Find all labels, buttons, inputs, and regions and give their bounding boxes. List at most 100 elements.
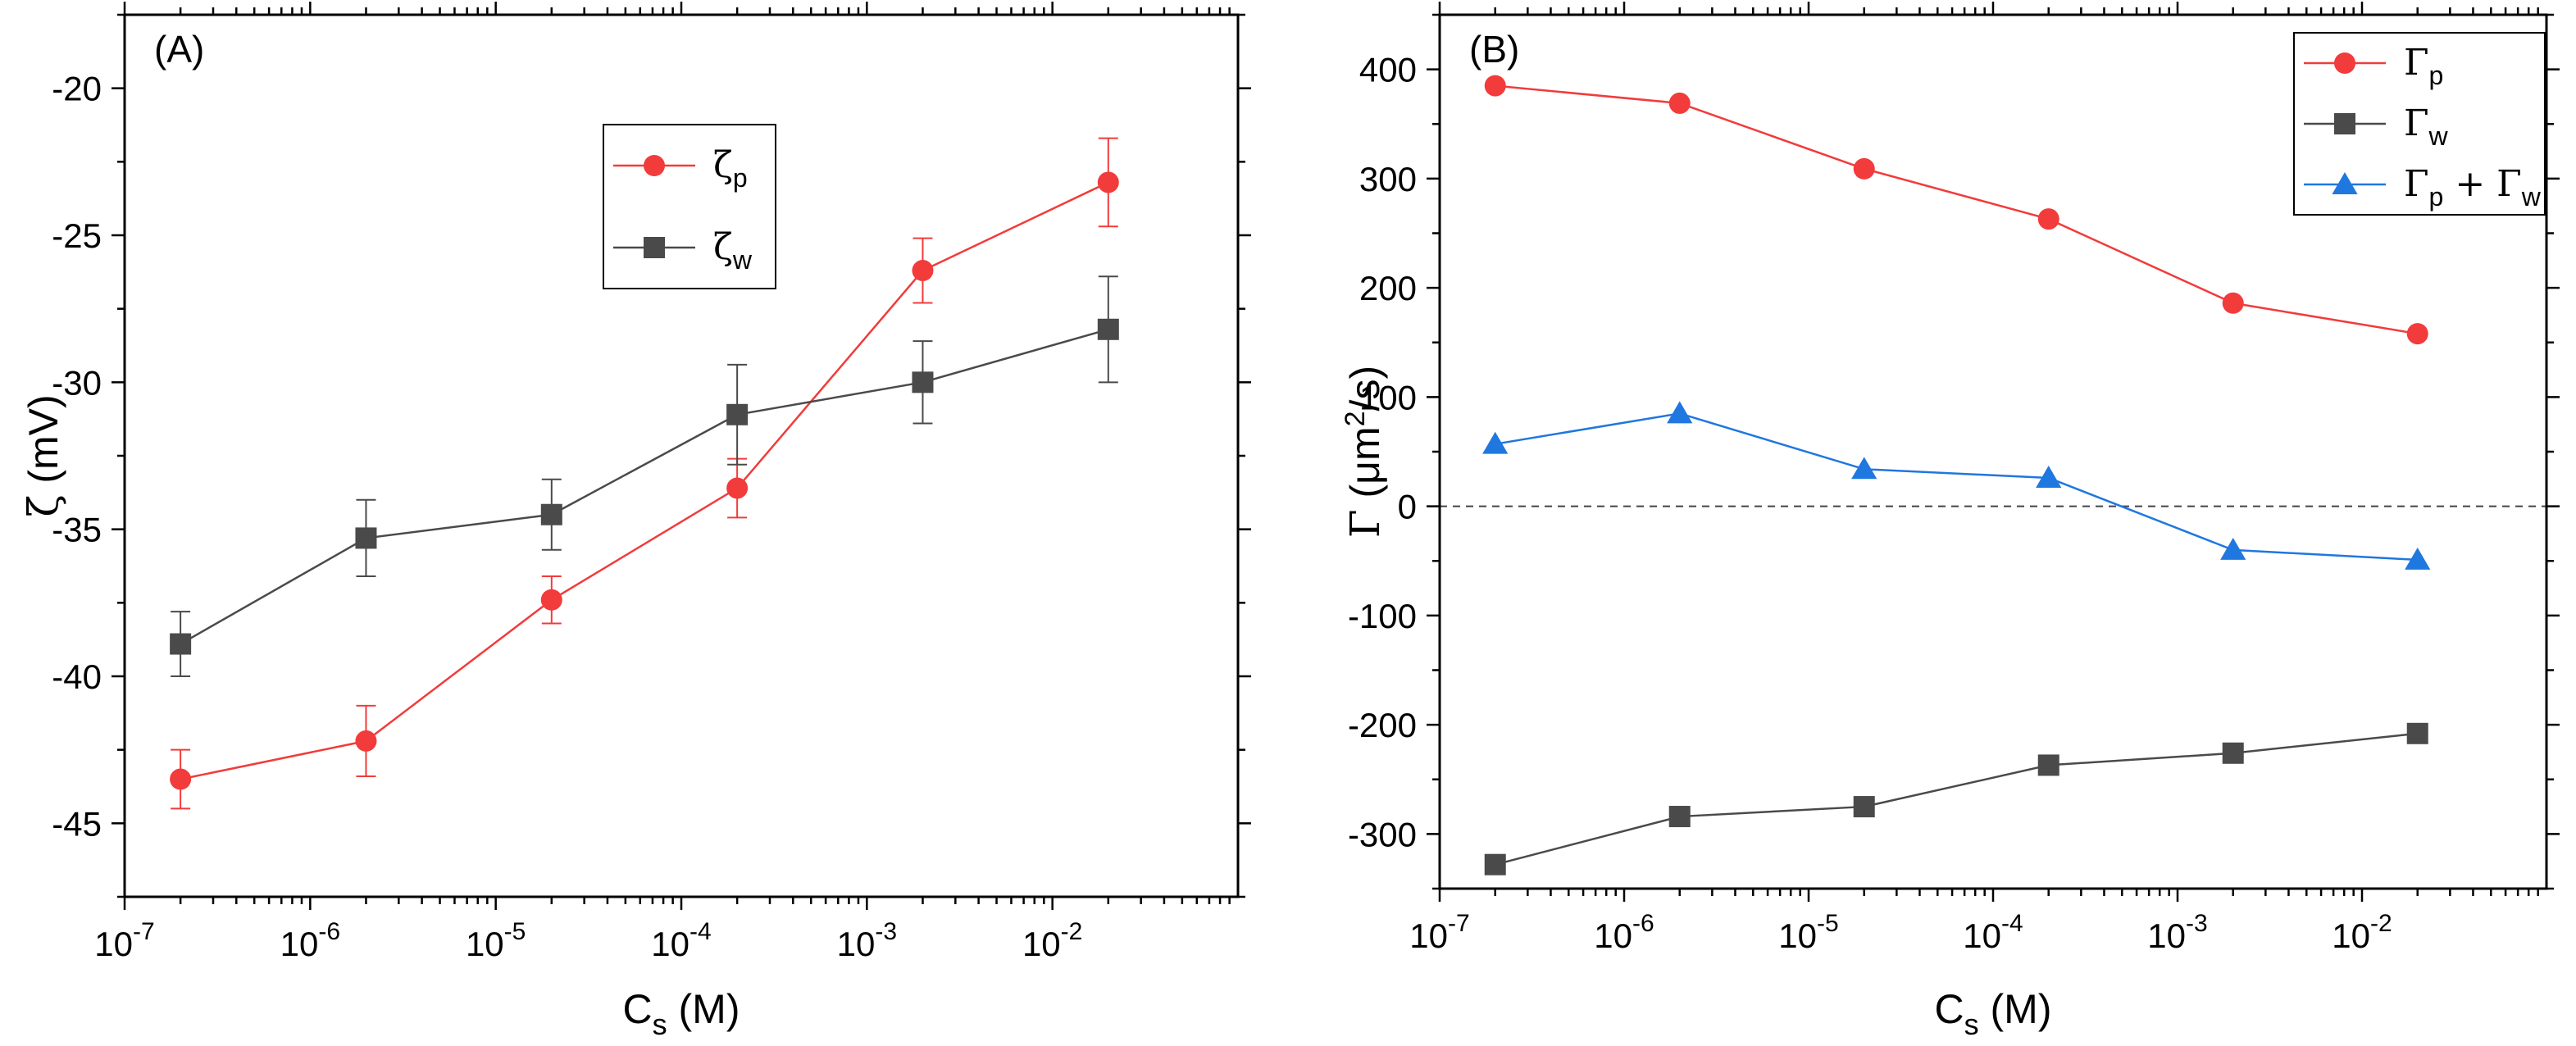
x-tick-label: 10-6 [280, 918, 340, 963]
x-tick-label: 10-4 [651, 918, 711, 963]
data-point [1668, 806, 1691, 828]
legend-marker [2332, 172, 2358, 194]
panel-label: (A) [154, 28, 204, 70]
x-tick-label: 10-7 [94, 918, 154, 963]
legend-base: + Γ [2443, 163, 2521, 205]
x-tick-mantissa: 10 [1594, 916, 1632, 955]
series-line [1495, 412, 2418, 562]
x-tick-label: 10-3 [2147, 910, 2207, 955]
series-ζ_p [170, 137, 1119, 810]
x-tick-exponent: -6 [318, 918, 340, 945]
data-point [170, 633, 192, 655]
x-axis-title-unit: (M) [1979, 986, 2052, 1032]
y-tick-label: 400 [1359, 51, 1417, 89]
x-tick-mantissa: 10 [651, 925, 690, 963]
plot-frame [1438, 13, 2548, 890]
data-point [1851, 457, 1877, 480]
legend-sub: p [2429, 61, 2444, 90]
x-tick-label: 10-5 [1778, 910, 1838, 955]
legend-base: Γ [2404, 102, 2429, 144]
x-tick-mantissa: 10 [1022, 925, 1061, 963]
legend-entry: Γp [2404, 42, 2443, 90]
x-tick-exponent: -7 [133, 918, 155, 945]
legend-base: ζ [713, 144, 733, 186]
data-point [1667, 401, 1693, 424]
data-point [2406, 722, 2428, 744]
x-axis-title: Cs (M) [623, 986, 740, 1041]
x-tick-mantissa: 10 [2147, 916, 2186, 955]
data-point [2036, 466, 2062, 488]
x-tick-exponent: -2 [1061, 918, 1083, 945]
y-tick-label: -100 [1348, 597, 1417, 635]
x-tick-mantissa: 10 [1409, 916, 1448, 955]
x-tick-mantissa: 10 [94, 925, 133, 963]
data-point [2406, 323, 2428, 345]
series-line [1495, 84, 2418, 335]
data-point [355, 730, 377, 752]
y-axis-title: Γ (μm2/s) [1340, 366, 1389, 538]
data-point [726, 477, 749, 499]
legend-base: ζ [713, 226, 733, 268]
x-tick-exponent: -5 [1817, 910, 1839, 937]
series-Γ_w [1484, 722, 2428, 875]
legend-marker [2334, 52, 2355, 74]
y-axis-title-post: /s) [1342, 366, 1388, 412]
y-tick-label: -20 [52, 70, 102, 108]
legend-sub: p [733, 163, 748, 193]
data-point [2222, 742, 2244, 764]
data-point [726, 403, 749, 425]
data-point [1853, 157, 1875, 180]
y-axis-title-unit: (mV) [20, 394, 66, 494]
legend-sub: w [2428, 121, 2449, 151]
legend-entry: ζp [713, 144, 748, 193]
data-point [540, 503, 562, 525]
data-point [540, 589, 562, 611]
y-tick-label: -35 [52, 511, 102, 549]
legend-base: Γ [2404, 42, 2429, 84]
x-tick-exponent: -2 [2370, 910, 2392, 937]
x-axis-title-base: C [1935, 986, 1964, 1032]
data-point [2037, 754, 2059, 776]
data-point [912, 371, 934, 393]
panel-label: (B) [1469, 28, 1519, 70]
series-line [1495, 732, 2418, 866]
data-point [2220, 537, 2246, 560]
legend-base: Γ [2404, 163, 2429, 205]
series-Γ_p [1484, 75, 2428, 345]
y-tick-label: 100 [1359, 378, 1417, 416]
legend-sub: p [2429, 182, 2444, 211]
x-tick-label: 10-5 [466, 918, 526, 963]
x-tick-label: 10-3 [837, 918, 897, 963]
data-point [1484, 75, 1506, 97]
data-point [1668, 92, 1691, 114]
series-Γ_p + Γ_w [1482, 401, 2431, 570]
x-tick-exponent: -3 [2186, 910, 2208, 937]
data-point [170, 768, 192, 790]
x-tick-label: 10-4 [1963, 910, 2023, 955]
legend-sub: w [732, 245, 753, 275]
plot-frame [123, 13, 1240, 898]
y-tick-label: -300 [1348, 815, 1417, 853]
legend-entry: Γp + Γw [2404, 163, 2542, 211]
data-point [1482, 431, 1509, 454]
legend-entry: Γw [2404, 102, 2449, 151]
data-point [2222, 292, 2244, 314]
legend-entry: ζw [713, 226, 753, 275]
x-tick-exponent: -4 [690, 918, 712, 945]
data-point [1484, 853, 1506, 875]
legend-marker [2334, 113, 2355, 134]
chart-panel-1: 10-7 10-6 10-5 10-4 10-3 10-2-20-25-30-35-40-… [20, 2, 1251, 1041]
x-axis-title-unit: (M) [667, 986, 740, 1032]
y-axis-title-unit: (μm [1342, 426, 1388, 509]
legend-marker [644, 237, 665, 258]
y-tick-label: 0 [1398, 488, 1417, 526]
x-axis-title-base: C [623, 986, 653, 1032]
x-tick-mantissa: 10 [280, 925, 319, 963]
y-tick-label: 200 [1359, 269, 1417, 307]
x-tick-label: 10-6 [1594, 910, 1654, 955]
x-tick-label: 10-2 [2332, 910, 2392, 955]
x-tick-exponent: -6 [1632, 910, 1654, 937]
legend-frame [603, 124, 776, 289]
